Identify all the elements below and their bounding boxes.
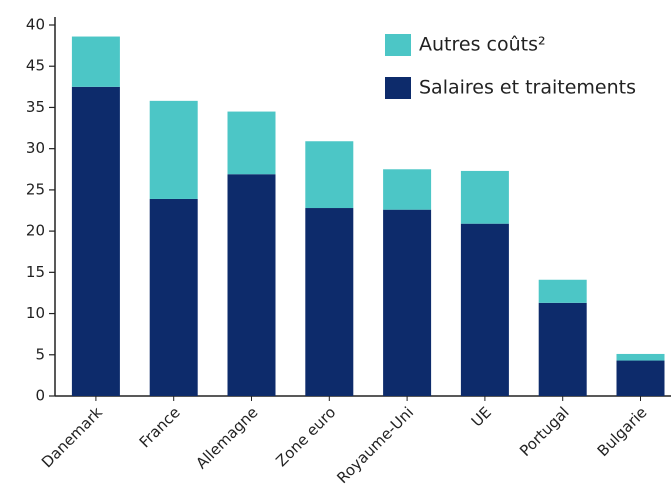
y-tick-label: 5 (35, 345, 45, 363)
x-tick-label: Portugal (516, 403, 573, 460)
x-tick-label: Bulgarie (594, 403, 651, 460)
y-tick-label: 10 (26, 304, 45, 322)
x-tick-label: Danemark (38, 403, 106, 471)
bar-segment (460, 170, 509, 224)
bar-segment (71, 86, 120, 396)
bar-segment (538, 302, 587, 396)
y-tick-label: 35 (26, 98, 45, 116)
legend-label: Salaires et traitements (419, 77, 636, 99)
bar-segment (305, 208, 354, 396)
y-tick-label: 45 (26, 57, 45, 75)
x-tick-label: Zone euro (272, 403, 339, 470)
bar-segment (149, 100, 198, 199)
bar-segment (383, 169, 432, 210)
legend-swatch (385, 77, 411, 99)
bar-segment (616, 360, 665, 396)
legend-label: Autres coûts² (419, 34, 546, 56)
bar-segment (149, 198, 198, 396)
bar-segment (383, 209, 432, 396)
bar-segment (460, 223, 509, 396)
y-tick-label: 0 (35, 387, 45, 405)
y-tick-label: 40 (26, 16, 45, 34)
bar-segment (227, 111, 276, 175)
bar-segment (305, 141, 354, 209)
y-tick-label: 30 (26, 139, 45, 157)
x-tick-label: Allemagne (192, 403, 261, 472)
y-tick-label: 15 (26, 263, 45, 281)
x-tick-label: Royaume-Uni (333, 403, 417, 485)
bar-segment (227, 174, 276, 396)
x-tick-label: France (136, 403, 184, 451)
y-tick-label: 20 (26, 222, 45, 240)
bar-segment (538, 279, 587, 303)
bar-segment (71, 36, 120, 87)
y-tick-label: 25 (26, 180, 45, 198)
x-tick-label: UE (468, 403, 495, 430)
bar-segment (616, 353, 665, 361)
legend-swatch (385, 34, 411, 56)
